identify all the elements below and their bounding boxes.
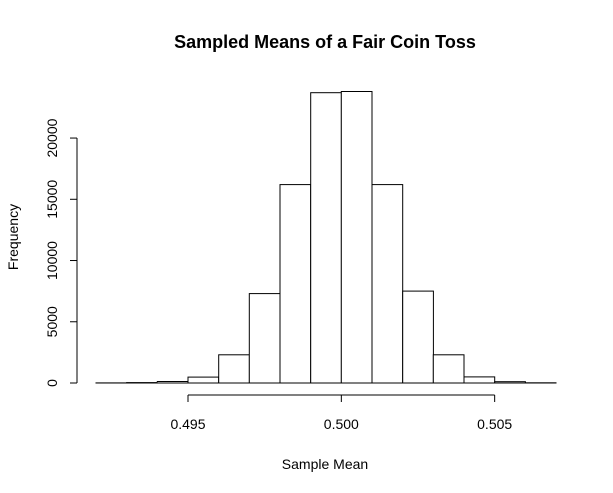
histogram-bar <box>248 293 281 384</box>
y-tick-label: 15000 <box>44 180 60 219</box>
x-tick-label: 0.500 <box>324 416 359 432</box>
x-axis: 0.495 0.500 0.505 <box>170 394 512 432</box>
histogram-bar <box>463 376 496 384</box>
histogram-bar <box>371 184 404 384</box>
histogram-bar <box>402 290 434 384</box>
chart-title: Sampled Means of a Fair Coin Toss <box>174 32 476 52</box>
histogram-bar <box>340 91 373 384</box>
x-tick-label: 0.505 <box>477 416 512 432</box>
y-axis-label: Frequency <box>5 204 21 270</box>
y-tick-label: 20000 <box>44 118 60 157</box>
histogram-bar <box>310 92 342 384</box>
histogram-bar <box>187 376 220 384</box>
y-axis: 0 5000 10000 15000 20000 <box>44 118 78 387</box>
y-tick-label: 5000 <box>44 306 60 337</box>
histogram-bar <box>156 381 189 384</box>
y-tick-label: 10000 <box>44 241 60 280</box>
histogram-bar <box>432 354 465 384</box>
histogram-bar <box>279 184 312 384</box>
x-axis-label: Sample Mean <box>282 456 368 472</box>
histogram-bar <box>494 381 526 384</box>
histogram-bar <box>218 354 250 384</box>
y-tick-label: 0 <box>44 379 60 387</box>
x-tick-label: 0.495 <box>170 416 205 432</box>
bars-group <box>95 91 557 384</box>
